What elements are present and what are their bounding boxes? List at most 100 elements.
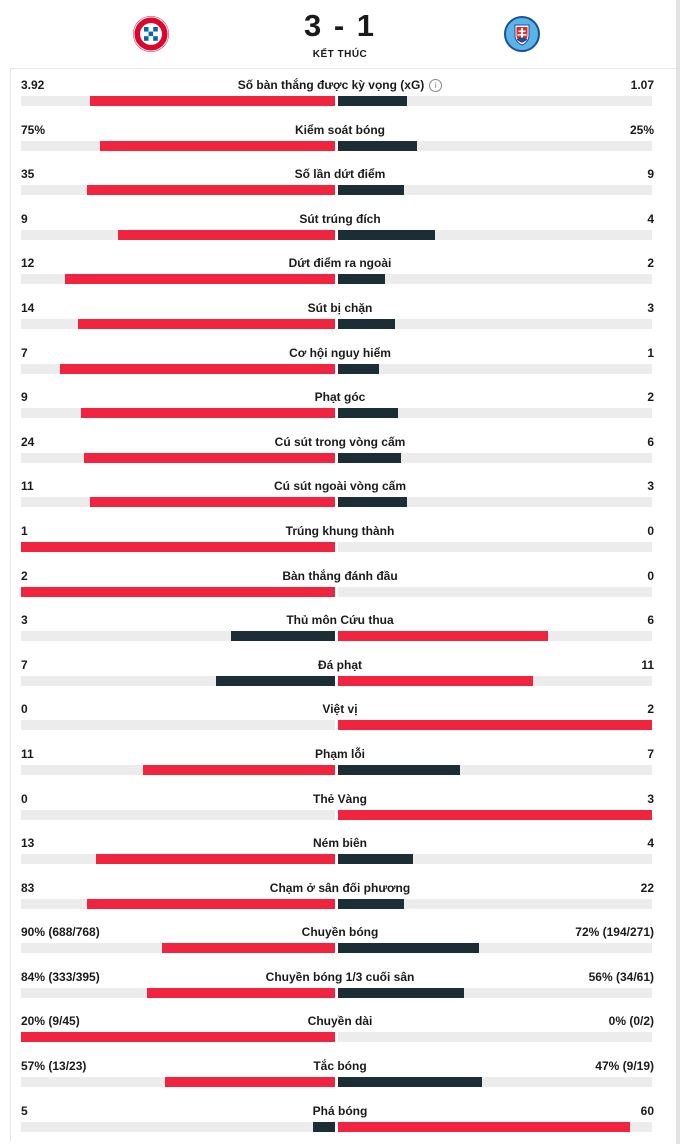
stat-label-text: Chuyền bóng — [301, 925, 379, 940]
home-bar-track — [21, 408, 335, 419]
away-value: 6 — [647, 434, 654, 449]
stat-row-viet-vi: 0 Việt vị 2 — [0, 702, 680, 747]
home-bar-fill — [90, 96, 335, 106]
stat-label: Dứt điểm ra ngoài — [0, 256, 680, 270]
away-bar-track — [338, 1032, 652, 1043]
stat-label: Cú sút ngoài vòng cấm — [0, 479, 680, 493]
stat-label-text: Sút bị chặn — [307, 300, 373, 315]
stat-label: Ném biên — [0, 836, 680, 850]
stat-row-kiem-soat-bong: 75% Kiểm soát bóng 25% — [0, 123, 680, 168]
home-value: 3 — [21, 613, 28, 628]
home-bar-track — [21, 96, 335, 106]
home-value: 7 — [21, 345, 28, 360]
stat-label: Đá phạt — [0, 658, 680, 672]
away-bar-fill — [338, 898, 404, 909]
home-bar-fill — [215, 675, 335, 686]
home-bar-fill — [80, 408, 335, 419]
stat-label: Cú sút trong vòng cấm — [0, 435, 680, 449]
home-bar-track — [21, 987, 335, 998]
stat-row-pham-loi: 11 Phạm lỗi 7 — [0, 747, 680, 792]
home-bar-track — [21, 318, 335, 329]
stat-row-so-ban-thang-duoc-ky-vong-xg: 3.92 Số bàn thắng được kỳ vọng (xG) i 1.07 — [0, 78, 680, 123]
stat-label: Tắc bóng — [0, 1059, 680, 1073]
stat-row-chuyen-dai: 20% (9/45) Chuyền dài 0% (0/2) — [0, 1014, 680, 1059]
away-value: 3 — [647, 791, 654, 806]
stat-row-cu-sut-trong-vong-cam: 24 Cú sút trong vòng cấm 6 — [0, 435, 680, 480]
away-value: 60 — [640, 1103, 654, 1118]
away-bar-track — [338, 809, 652, 820]
stat-label: Việt vị — [0, 702, 680, 716]
stat-label: Trúng khung thành — [0, 524, 680, 538]
away-value: 2 — [647, 256, 654, 271]
home-value: 9 — [21, 211, 28, 226]
match-status: KẾT THÚC — [312, 49, 368, 60]
info-icon[interactable]: i — [429, 79, 443, 92]
home-bar-track — [21, 586, 335, 597]
scrollbar-track[interactable] — [676, 0, 680, 1144]
home-bar-track — [21, 943, 335, 954]
away-bar-fill — [338, 185, 404, 196]
stat-label-text: Chuyền dài — [307, 1014, 373, 1029]
away-bar-track — [338, 764, 652, 775]
home-bar-fill — [64, 274, 335, 285]
home-value: 57% (13/23) — [21, 1059, 87, 1074]
home-bar-fill — [90, 497, 335, 508]
home-value: 3.92 — [21, 78, 45, 92]
away-bar-fill — [338, 1077, 483, 1088]
stat-label: Chuyền bóng 1/3 cuối sân — [0, 970, 680, 984]
away-bar-fill — [338, 987, 464, 998]
bayern-munich-crest-icon[interactable] — [131, 14, 171, 54]
match-score: 3 - 1 — [303, 8, 377, 43]
home-bar-fill — [96, 854, 335, 865]
stat-label-text: Phá bóng — [312, 1103, 368, 1118]
away-bar-track — [338, 318, 652, 329]
away-bar-fill — [338, 764, 461, 775]
away-value: 25% — [629, 122, 654, 137]
stat-label: Chuyền dài — [0, 1014, 680, 1028]
stat-row-ban-thang-danh-dau: 2 Bàn thắng đánh đầu 0 — [0, 569, 680, 614]
home-bar-fill — [83, 452, 335, 463]
home-bar-fill — [21, 1032, 335, 1043]
away-value: 47% (9/19) — [595, 1059, 654, 1074]
home-value: 7 — [21, 657, 28, 672]
home-bar-fill — [165, 1077, 335, 1088]
home-bar-track — [21, 541, 335, 552]
home-bar-track — [21, 1121, 335, 1132]
stat-label: Kiểm soát bóng — [0, 123, 680, 137]
stat-label-text: Thẻ Vàng — [312, 791, 367, 806]
stat-row-cu-sut-ngoai-vong-cam: 11 Cú sút ngoài vòng cấm 3 — [0, 479, 680, 524]
away-value: 22 — [640, 880, 654, 895]
away-bar-track — [338, 541, 652, 552]
home-value: 84% (333/395) — [21, 969, 100, 984]
away-value: 0% (0/2) — [608, 1014, 654, 1029]
stat-label: Chạm ở sân đối phương — [0, 881, 680, 895]
away-bar-track — [338, 898, 652, 909]
stat-label-text: Cơ hội nguy hiểm — [289, 345, 391, 360]
away-bar-fill — [338, 318, 395, 329]
stat-row-chuyen-bong: 90% (688/768) Chuyền bóng 72% (194/271) — [0, 925, 680, 970]
stat-label: Số lần dứt điểm — [0, 167, 680, 181]
stat-label-text: Chạm ở sân đối phương — [269, 880, 411, 895]
slovan-bratislava-crest-icon[interactable] — [502, 14, 542, 54]
away-value: 72% (194/271) — [575, 925, 654, 940]
home-value: 0 — [21, 791, 28, 806]
away-bar-track — [338, 497, 652, 508]
stat-label-text: Đá phạt — [317, 657, 362, 672]
away-bar-fill — [338, 452, 401, 463]
home-bar-track — [21, 898, 335, 909]
away-bar-track — [338, 854, 652, 865]
away-value: 3 — [647, 479, 654, 494]
stat-label-text: Phạt góc — [314, 390, 366, 405]
stat-row-da-phat: 7 Đá phạt 11 — [0, 658, 680, 703]
away-value: 6 — [647, 613, 654, 628]
home-value: 9 — [21, 390, 28, 405]
home-bar-fill — [143, 764, 335, 775]
home-value: 35 — [21, 167, 35, 182]
home-value: 90% (688/768) — [21, 925, 100, 940]
stat-label: Thẻ Vàng — [0, 792, 680, 806]
away-bar-fill — [338, 96, 408, 106]
stat-label-text: Số lần dứt điểm — [294, 167, 386, 182]
stat-row-co-hoi-nguy-hiem: 7 Cơ hội nguy hiểm 1 — [0, 346, 680, 391]
stat-row-the-vang: 0 Thẻ Vàng 3 — [0, 792, 680, 837]
home-value: 24 — [21, 434, 35, 449]
